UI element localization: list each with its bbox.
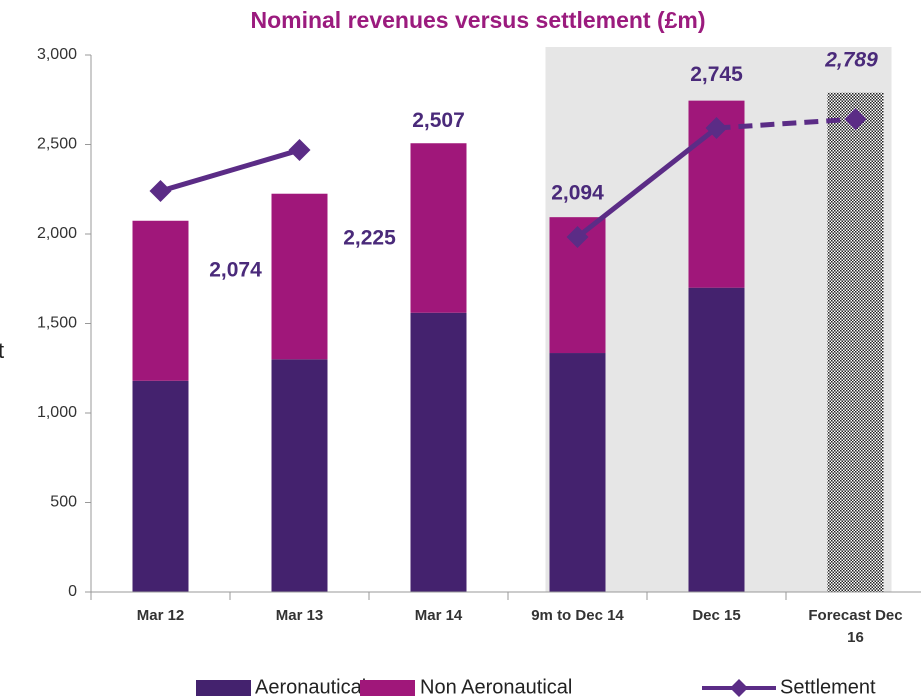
total-label: 2,225 [343,226,396,249]
y-tick-label: 500 [50,494,77,511]
settlement-marker [149,180,172,203]
forecast-bar [827,92,884,593]
y-tick-label: 1,500 [37,315,77,332]
bar-segment [688,287,745,592]
bar-segment [132,380,189,592]
legend-label: Non Aeronautical [420,676,572,698]
settlement-segment [716,116,856,131]
legend-marker [730,679,748,697]
total-label: 2,789 [824,48,878,71]
y-tick-label: 1,000 [37,404,77,421]
total-label: 2,094 [551,182,604,205]
bar-segment [410,143,467,313]
settlement-marker [288,139,311,162]
bar-segment [549,353,606,592]
y-tick-label: 3,000 [37,46,77,63]
y-tick-label: 2,500 [37,136,77,153]
legend-swatch [196,680,251,696]
legend-label: Aeronautical [255,676,366,698]
total-label: 2,745 [690,63,743,86]
legend-swatch [360,680,415,696]
y-tick-label: 2,000 [37,225,77,242]
settlement-segment [575,126,719,240]
y-tick-label: 0 [68,583,77,600]
x-tick-label: Mar 13 [276,607,324,624]
x-tick-label: Mar 12 [137,607,185,624]
bar-segment [271,359,328,592]
bar-segment [271,193,328,360]
y-axis-label: t [0,338,4,363]
settlement-segment [159,147,301,194]
chart-title: Nominal revenues versus settlement (£m) [250,7,705,33]
x-tick-label: Forecast Dec 16 [808,607,902,646]
total-label: 2,507 [412,109,465,132]
x-tick-label: Dec 15 [692,607,740,624]
total-label: 2,074 [209,258,262,281]
bar-segment [132,220,189,381]
settlement-marker [844,108,867,131]
legend-label: Settlement [780,676,876,698]
settlement-marker [566,226,589,249]
x-tick-label: Mar 14 [415,607,463,624]
settlement-marker [705,117,728,140]
x-tick-label: 9m to Dec 14 [531,607,624,624]
bar-segment [410,312,467,592]
